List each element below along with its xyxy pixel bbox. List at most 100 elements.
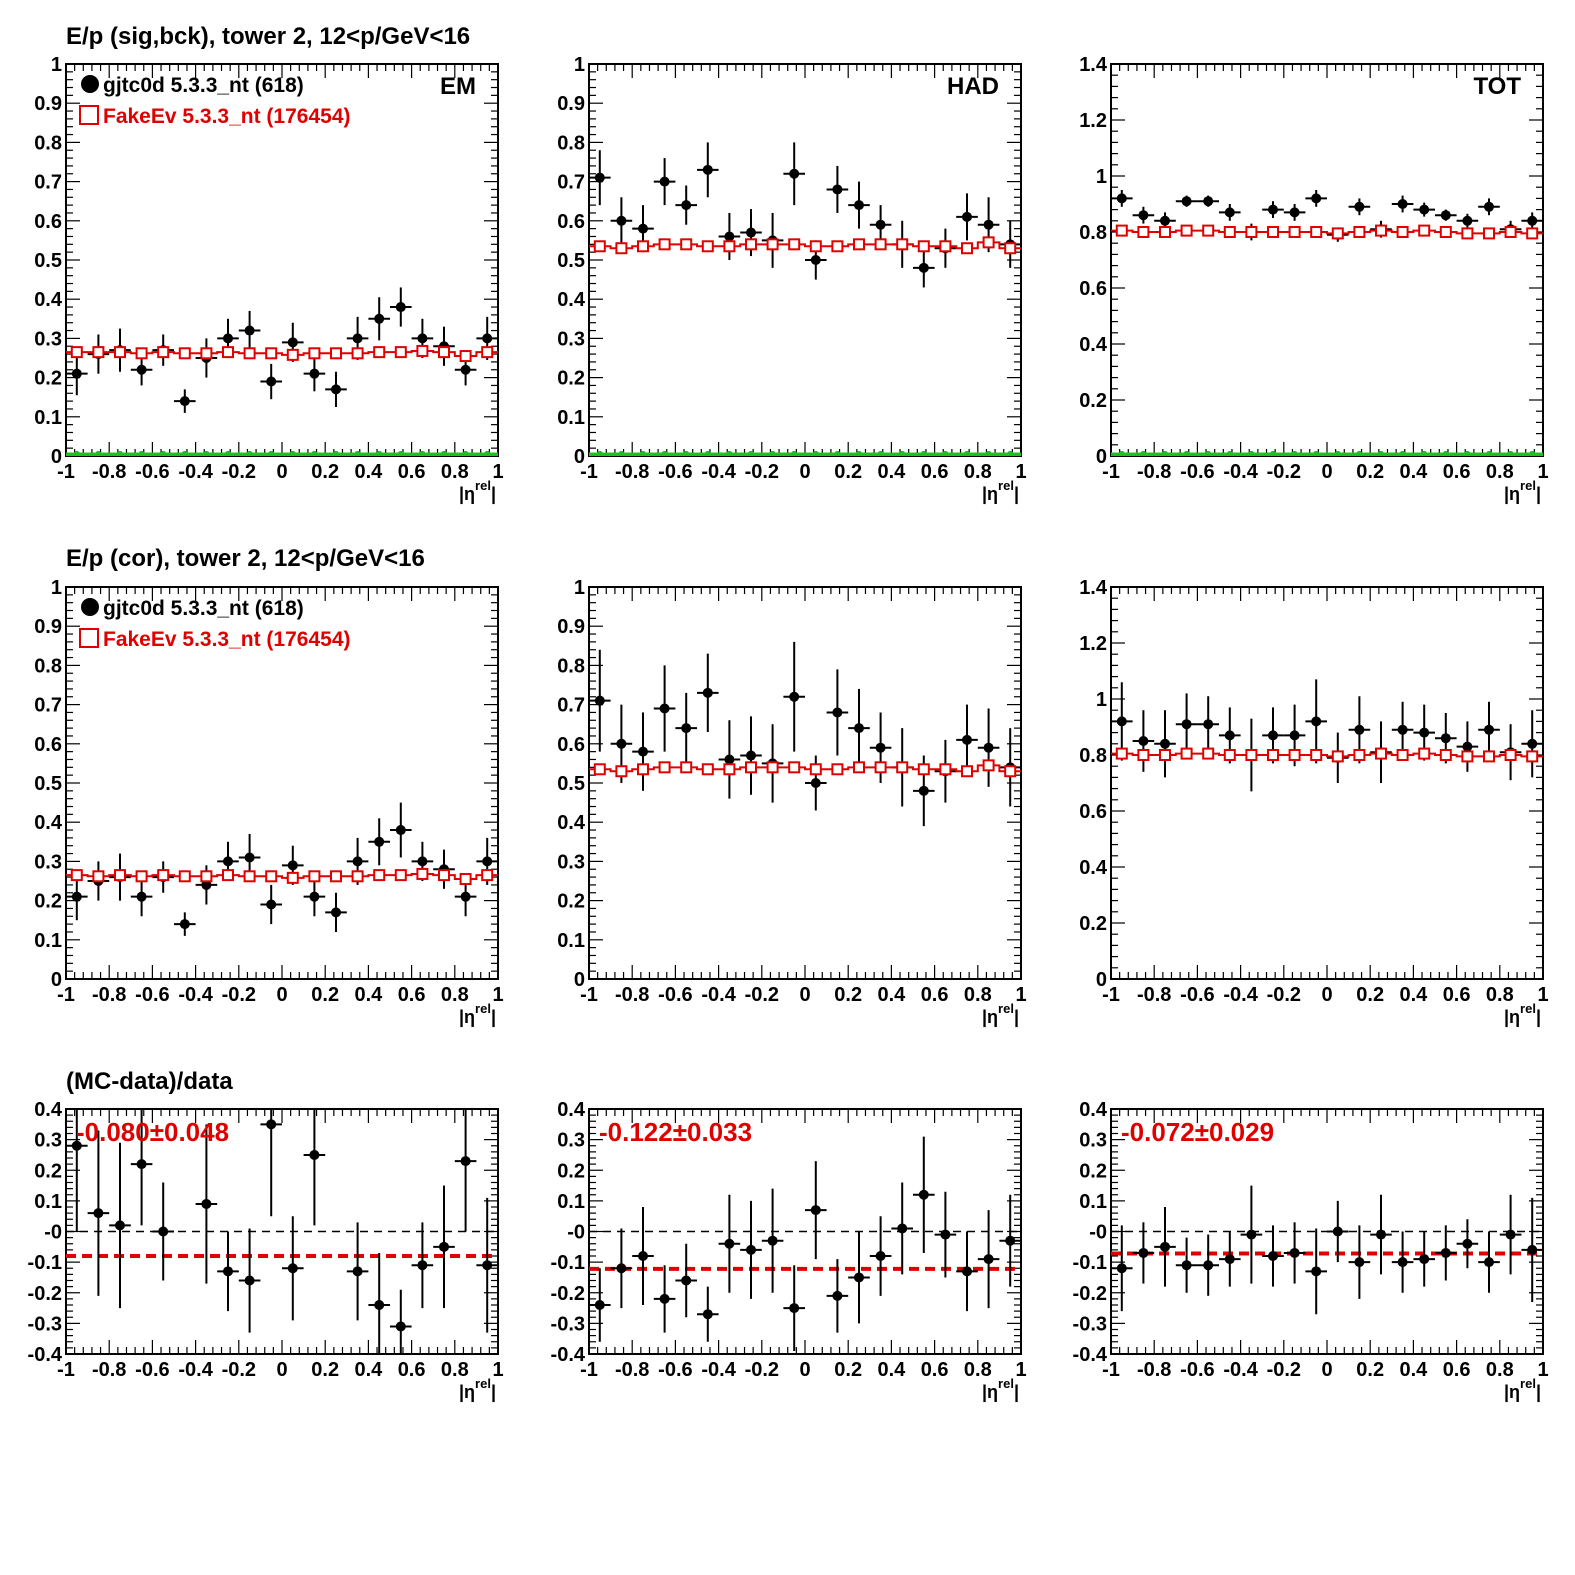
mc-point (1115, 224, 1128, 237)
baseline-point (138, 451, 145, 456)
data-point (1397, 1257, 1408, 1268)
data-point (681, 723, 692, 734)
x-tick-label: -0.6 (135, 1359, 169, 1381)
chart-panel: -1 -0.8 -0.6 -0.4 -0.2 0 0.2 0.4 0.6 0.8 1 0 0.1 0.2 0… (557, 54, 1026, 504)
baseline-point (1378, 451, 1384, 456)
data-point (136, 891, 147, 902)
mc-point (394, 346, 407, 359)
mc-point (1396, 749, 1409, 761)
x-tick-label: 0.8 (1486, 461, 1514, 483)
y-tick-label: 0.5 (557, 773, 585, 795)
baseline-point (812, 451, 819, 456)
chart-panel: -1 -0.8 -0.6 -0.4 -0.2 0 0.2 0.4 0.6 0.8 1 0 0.1 0.2 0… (557, 577, 1026, 1027)
data-point (460, 364, 471, 375)
y-tick-label: 0.1 (557, 1191, 585, 1213)
mc-point (481, 869, 494, 882)
data-point (287, 337, 298, 348)
data-point (1527, 738, 1538, 749)
baseline-point (311, 451, 318, 456)
data-point (746, 227, 756, 238)
data-point (746, 1244, 756, 1255)
data-point (395, 1321, 406, 1332)
data-point (983, 1254, 994, 1265)
chart-panel: -1 -0.8 -0.6 -0.4 -0.2 0 0.2 0.4 0.6 0.8 1 0 0.2 0.4 0… (1079, 54, 1548, 504)
x-axis-title-visual: |ηrel| (1504, 1376, 1541, 1402)
y-tick-label: 0.9 (557, 93, 585, 115)
y-tick-label: 0.4 (557, 812, 586, 834)
data-point (244, 325, 255, 336)
mc-point (265, 870, 278, 883)
baseline-point (1529, 451, 1536, 456)
x-tick-label: -0.8 (615, 1359, 649, 1381)
baseline-point (441, 451, 447, 456)
mc-point (788, 761, 801, 774)
mc-point (1353, 226, 1366, 238)
mc-point (896, 238, 909, 251)
mc-point (853, 761, 865, 774)
data-point (1397, 199, 1408, 209)
data-point (1116, 193, 1127, 204)
x-tick-label: 1 (492, 1359, 503, 1381)
mc-point (896, 761, 909, 774)
mc-point (308, 870, 321, 883)
data-point (417, 333, 428, 344)
mc-point (831, 763, 844, 776)
y-tick-label: 0.2 (34, 1160, 62, 1182)
x-tick-label: 0.2 (834, 1359, 862, 1381)
data-point (594, 1300, 605, 1310)
baseline-point (683, 451, 690, 456)
mc-point (939, 240, 952, 253)
y-tick-label: 0.4 (34, 1099, 63, 1121)
mc-point (1418, 224, 1431, 237)
data-point (638, 1251, 648, 1261)
baseline-point (268, 451, 275, 456)
data-point (201, 1198, 212, 1209)
data-point (1289, 1247, 1300, 1258)
y-tick-label: 1 (1096, 166, 1107, 188)
legend-label: gjtc0d 5.3.3_nt (618) (103, 597, 304, 620)
data-point (266, 1119, 277, 1130)
baseline-point (942, 451, 949, 456)
mc-point (416, 344, 429, 357)
y-tick-label: -0 (567, 1222, 585, 1244)
x-tick-label: -1 (580, 984, 598, 1006)
mc-point (351, 347, 364, 360)
baseline-point (160, 451, 167, 456)
data-point (223, 856, 233, 867)
data-point (918, 262, 929, 273)
data-point (1203, 196, 1214, 207)
data-point (1268, 204, 1278, 215)
x-tick-label: 0 (276, 984, 287, 1006)
mc-point (701, 763, 714, 776)
mc-point (70, 346, 83, 359)
x-tick-label: -0.4 (178, 1359, 213, 1381)
x-tick-label: -0.8 (615, 461, 649, 483)
y-tick-label: 0.7 (557, 695, 585, 717)
mc-point (680, 238, 693, 251)
baseline-point (920, 451, 927, 456)
mc-point (658, 238, 671, 251)
mc-point (680, 761, 693, 774)
mc-point (373, 346, 386, 359)
mc-step-line (1111, 229, 1543, 235)
data-point (810, 778, 821, 788)
data-point (1376, 1229, 1386, 1240)
x-axis-title-visual: |ηrel| (1504, 478, 1541, 504)
baseline-point (333, 451, 339, 456)
data-point (1419, 1254, 1430, 1265)
x-tick-label: 0.8 (441, 984, 469, 1006)
x-tick-label: -0.6 (135, 461, 169, 483)
data-point (810, 1205, 821, 1216)
mc-point (1288, 226, 1301, 238)
y-tick-label: 1.4 (1079, 54, 1108, 76)
mc-step-line (589, 764, 1021, 773)
mc-point (1526, 227, 1539, 240)
y-tick-label: 1.2 (1079, 633, 1107, 655)
baseline-point (1399, 451, 1406, 456)
data-point (854, 1272, 864, 1283)
data-point (702, 164, 713, 175)
mc-point (1526, 750, 1539, 763)
mc-point (1353, 749, 1366, 761)
data-point (352, 1266, 363, 1277)
data-point (1440, 733, 1451, 744)
